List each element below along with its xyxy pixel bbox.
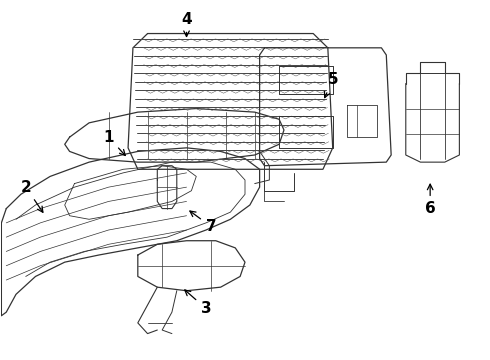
Text: 7: 7	[190, 211, 216, 234]
Text: 2: 2	[21, 180, 43, 212]
Text: 3: 3	[185, 290, 211, 316]
Text: 1: 1	[103, 130, 125, 156]
Text: 6: 6	[425, 184, 436, 216]
Text: 5: 5	[324, 72, 338, 98]
Text: 4: 4	[181, 12, 192, 36]
